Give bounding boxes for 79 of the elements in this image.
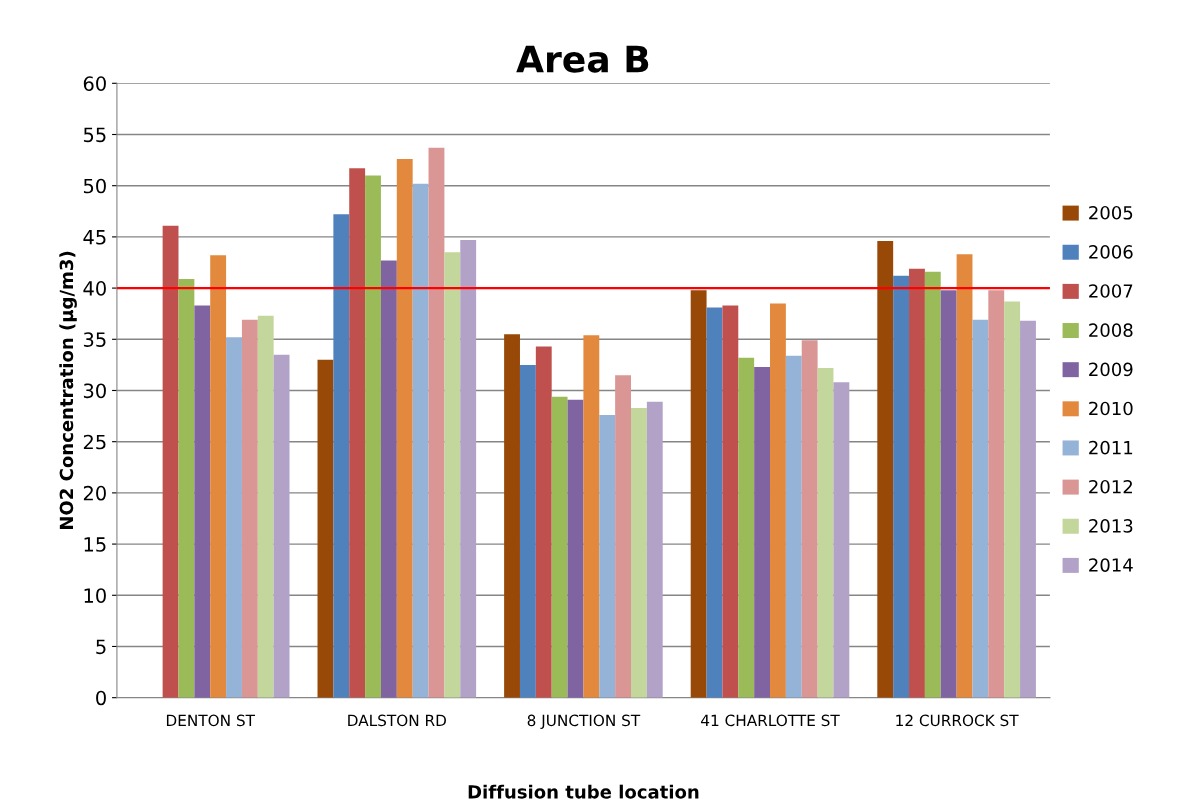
bar <box>460 239 477 698</box>
x-tick-label: 8 JUNCTION ST <box>527 714 641 729</box>
legend-label: 2009 <box>1089 362 1133 377</box>
bar <box>412 183 429 698</box>
y-tick-label: 20 <box>83 485 106 501</box>
bar <box>226 337 242 698</box>
bar <box>428 147 445 698</box>
y-tick-label: 10 <box>84 588 106 603</box>
bar <box>210 255 227 698</box>
bar <box>833 382 850 698</box>
legend-label: 2008 <box>1089 323 1133 338</box>
bar <box>877 240 894 698</box>
bar <box>444 252 461 698</box>
bar <box>940 290 957 698</box>
bar <box>162 225 179 698</box>
bar <box>646 401 663 698</box>
bar <box>349 168 366 698</box>
y-tick-label: 45 <box>83 230 106 245</box>
bar <box>333 214 350 698</box>
x-tick-label: 41 CHARLOTTE ST <box>701 714 840 727</box>
y-tick-label: 35 <box>83 332 106 347</box>
bar <box>551 396 568 698</box>
x-tick-label: DENTON ST <box>166 714 256 727</box>
legend-label: 2014 <box>1089 558 1133 572</box>
bar <box>504 334 520 698</box>
y-tick-label: 15 <box>84 537 106 552</box>
y-tick-label: 50 <box>83 178 106 194</box>
bar <box>535 346 552 698</box>
bar <box>754 366 771 698</box>
bar <box>615 375 631 698</box>
legend-label: 2005 <box>1089 205 1133 220</box>
bar <box>567 399 584 698</box>
y-tick-label: 55 <box>83 127 106 143</box>
bar <box>519 364 536 698</box>
bar <box>924 271 941 698</box>
bar <box>801 340 818 698</box>
bar <box>909 268 925 698</box>
legend-label: 2012 <box>1089 479 1132 494</box>
bar <box>365 175 381 698</box>
y-tick-label: 30 <box>83 383 106 399</box>
bar <box>257 315 274 698</box>
bar <box>785 355 802 698</box>
bar <box>380 260 397 698</box>
bar <box>722 305 739 698</box>
bar <box>1004 301 1021 698</box>
y-tick-label: 25 <box>83 434 106 450</box>
legend-label: 2011 <box>1089 440 1133 455</box>
legend-label: 2006 <box>1089 245 1133 259</box>
bar <box>988 290 1005 698</box>
bar <box>241 319 258 698</box>
legend-label: 2010 <box>1089 401 1133 416</box>
y-tick-label: 60 <box>83 76 106 91</box>
y-tick-label: 0 <box>96 690 106 706</box>
y-tick-label: 5 <box>96 639 106 655</box>
legend-label: 2007 <box>1089 284 1133 298</box>
x-tick-label: 12 CURROCK ST <box>896 714 1019 727</box>
bar <box>194 305 211 698</box>
bar <box>770 303 786 698</box>
bar <box>583 335 600 698</box>
bar <box>1020 320 1036 698</box>
y-tick-label: 40 <box>83 281 106 296</box>
bar <box>972 319 989 698</box>
bar <box>273 354 290 698</box>
bar <box>599 415 616 698</box>
legend-label: 2013 <box>1089 519 1133 533</box>
bar <box>178 278 195 698</box>
bar <box>817 367 834 698</box>
bar <box>631 407 647 698</box>
bar <box>396 159 413 698</box>
x-axis-title: Diffusion tube location <box>468 784 699 799</box>
bar <box>690 290 707 698</box>
y-axis-title: NO2 Concentration (µg/m3) <box>59 251 77 530</box>
bar <box>956 254 973 698</box>
bar <box>706 307 723 698</box>
bar <box>893 275 910 698</box>
bar <box>317 359 334 698</box>
bar <box>738 357 755 698</box>
x-tick-label: DALSTON RD <box>348 714 446 727</box>
chart-title: Area B <box>516 45 649 73</box>
